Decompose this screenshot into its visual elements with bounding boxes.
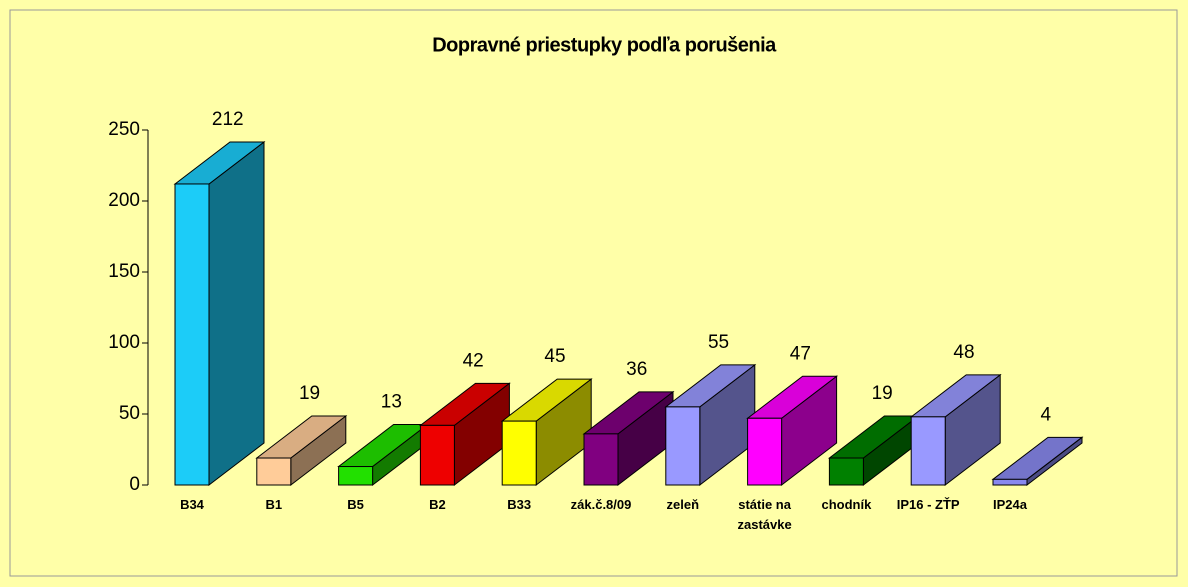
bar-front [256,457,292,486]
x-tick-label: B5 [347,497,364,512]
y-tick-label: 250 [108,119,140,140]
bar-front [665,406,701,486]
x-tick-label: státie na zastávke [737,497,792,532]
x-tick-label: B2 [429,497,446,512]
value-label: 48 [953,342,974,363]
bar-front [992,478,1028,486]
bar [582,390,675,487]
bar [746,375,839,487]
y-tick-label: 150 [108,261,140,282]
x-tick-label: IP24a [993,497,1027,512]
x-tick-label: B1 [265,497,283,512]
bar-front [174,183,210,486]
bar [173,140,266,487]
bar [255,415,348,487]
x-tick-label: B34 [180,497,204,512]
chart-title: Dopravné priestupky podľa porušenia [432,34,777,56]
bar-front [747,417,783,486]
value-label: 19 [872,383,893,404]
bar [664,363,757,487]
bar [418,382,511,487]
bar-front [828,457,864,486]
plot-border [9,9,1178,577]
bar [500,378,593,487]
bar-front [910,416,946,486]
bar [337,423,430,487]
value-label: 55 [708,332,729,353]
value-label: 45 [544,346,565,367]
value-label: 47 [790,343,811,364]
value-label: 19 [299,383,320,404]
value-label: 212 [212,109,244,130]
bar-front [338,466,374,486]
bar-front [419,424,455,486]
y-tick-label: 50 [119,403,140,424]
value-label: 13 [381,392,402,413]
bar [827,415,920,487]
bar-side [208,140,265,487]
bar [909,373,1002,487]
bar-front [501,420,537,486]
value-label: 42 [463,350,484,371]
y-tick-label: 100 [108,332,140,353]
y-tick-label: 200 [108,190,140,211]
x-tick-label: zeleň [666,497,700,512]
y-tick-label: 0 [129,474,140,495]
value-label: 4 [1040,404,1051,425]
x-tick-label: IP16 - ZŤP [896,497,960,512]
bar [991,436,1084,487]
x-tick-label: chodník [821,497,872,512]
x-tick-label: B33 [507,497,532,512]
bar-front [583,433,619,486]
value-label: 36 [626,359,647,380]
x-tick-label: zák.č.8/09 [570,497,632,512]
